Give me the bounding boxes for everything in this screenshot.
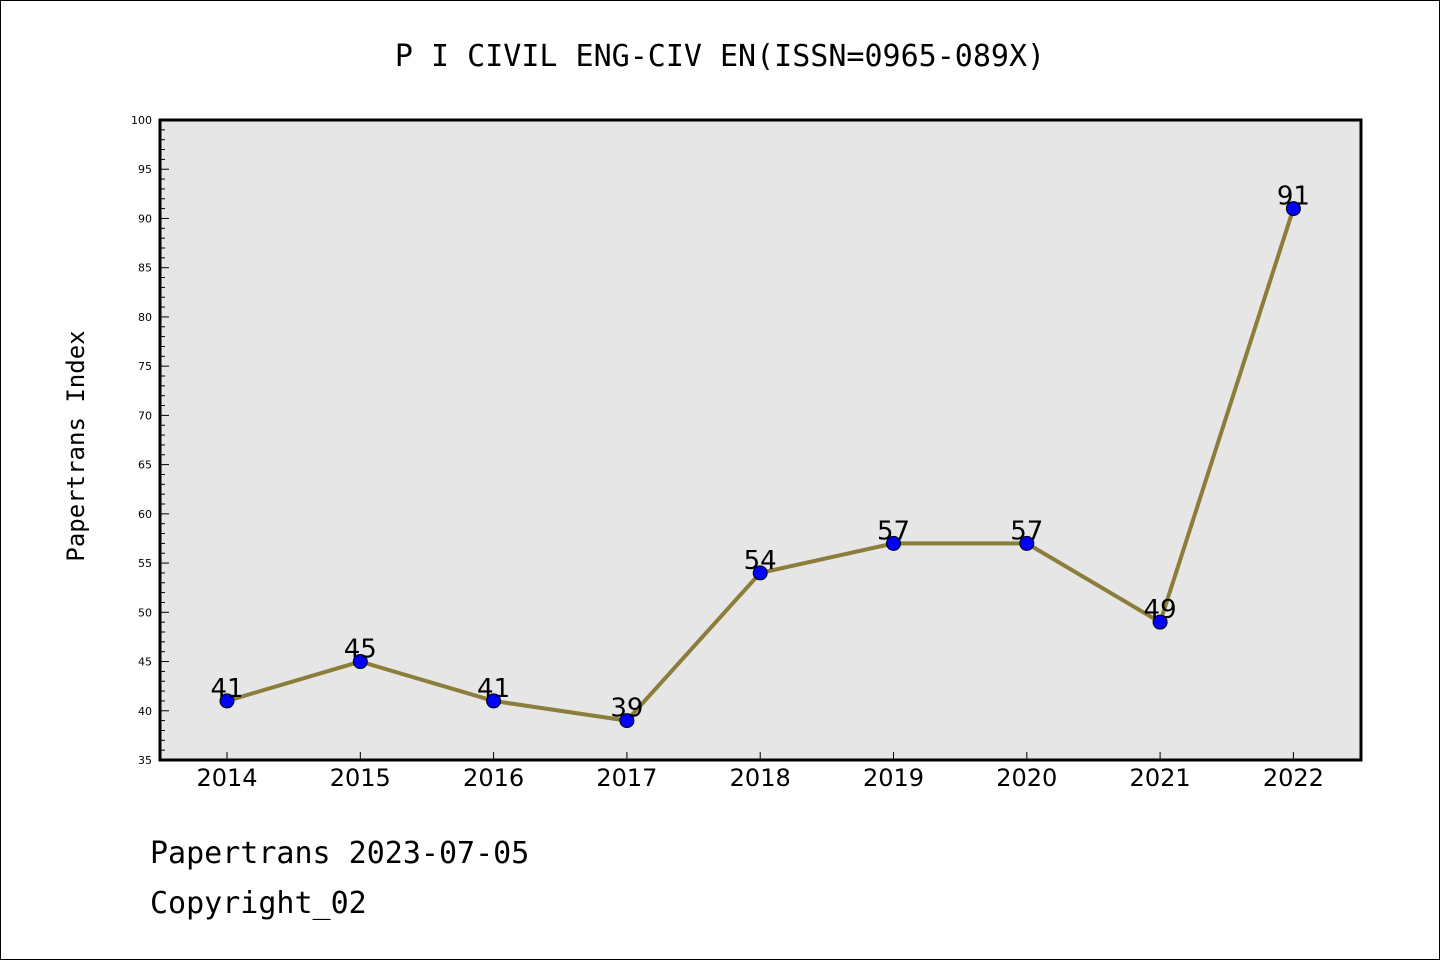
data-label: 39 bbox=[610, 694, 643, 724]
data-point bbox=[352, 654, 368, 670]
x-tick-label: 2017 bbox=[596, 764, 657, 792]
data-point bbox=[1019, 535, 1035, 551]
data-point bbox=[1152, 614, 1168, 630]
y-tick-label: 100 bbox=[131, 114, 152, 127]
y-tick-label: 80 bbox=[138, 311, 152, 324]
y-tick-label: 75 bbox=[138, 360, 152, 373]
y-tick-label: 50 bbox=[138, 606, 152, 619]
y-axis-label: Papertrans Index bbox=[62, 330, 90, 561]
chart-title: P I CIVIL ENG-CIV EN(ISSN=0965-089X) bbox=[395, 39, 1045, 74]
y-tick-label: 90 bbox=[138, 212, 152, 225]
data-label: 41 bbox=[210, 674, 243, 704]
y-tick-label: 35 bbox=[138, 754, 152, 767]
y-tick-label: 55 bbox=[138, 557, 152, 570]
y-tick-label: 85 bbox=[138, 262, 152, 275]
data-label: 45 bbox=[344, 635, 377, 665]
data-label: 57 bbox=[877, 516, 910, 546]
data-point bbox=[619, 713, 635, 729]
y-tick-label: 40 bbox=[138, 705, 152, 718]
x-axis-ticks: 2014 2015 2016 2017 2018 2019 2020 2021 2022 bbox=[196, 752, 1324, 792]
data-label: 54 bbox=[744, 546, 777, 576]
data-markers bbox=[219, 201, 1301, 729]
y-tick-label: 60 bbox=[138, 508, 152, 521]
y-tick-label: 70 bbox=[138, 409, 152, 422]
x-tick-label: 2022 bbox=[1263, 764, 1324, 792]
data-label: 91 bbox=[1277, 182, 1310, 212]
footer-date: Papertrans 2023-07-05 bbox=[150, 836, 530, 871]
data-labels: 41 45 41 39 54 57 57 49 91 bbox=[210, 182, 1309, 724]
data-point bbox=[1285, 201, 1301, 217]
x-tick-label: 2014 bbox=[196, 764, 257, 792]
data-label: 49 bbox=[1144, 595, 1177, 625]
y-tick-label: 95 bbox=[138, 163, 152, 176]
data-label: 57 bbox=[1010, 516, 1043, 546]
x-tick-label: 2020 bbox=[996, 764, 1057, 792]
footer-copyright: Copyright_02 bbox=[150, 886, 367, 921]
y-tick-label: 45 bbox=[138, 656, 152, 669]
data-point bbox=[486, 693, 502, 709]
x-tick-label: 2021 bbox=[1130, 764, 1191, 792]
plot-area bbox=[158, 118, 1363, 762]
y-axis-ticks: 35 40 45 50 55 60 65 70 75 80 85 90 95 100 bbox=[131, 114, 169, 767]
data-point bbox=[219, 693, 235, 709]
data-label: 41 bbox=[477, 674, 510, 704]
data-point bbox=[752, 565, 768, 581]
x-tick-label: 2016 bbox=[463, 764, 524, 792]
x-tick-label: 2015 bbox=[330, 764, 391, 792]
y-tick-label: 65 bbox=[138, 459, 152, 472]
data-point bbox=[886, 535, 901, 551]
x-tick-label: 2019 bbox=[863, 764, 924, 792]
x-tick-label: 2018 bbox=[730, 764, 791, 792]
